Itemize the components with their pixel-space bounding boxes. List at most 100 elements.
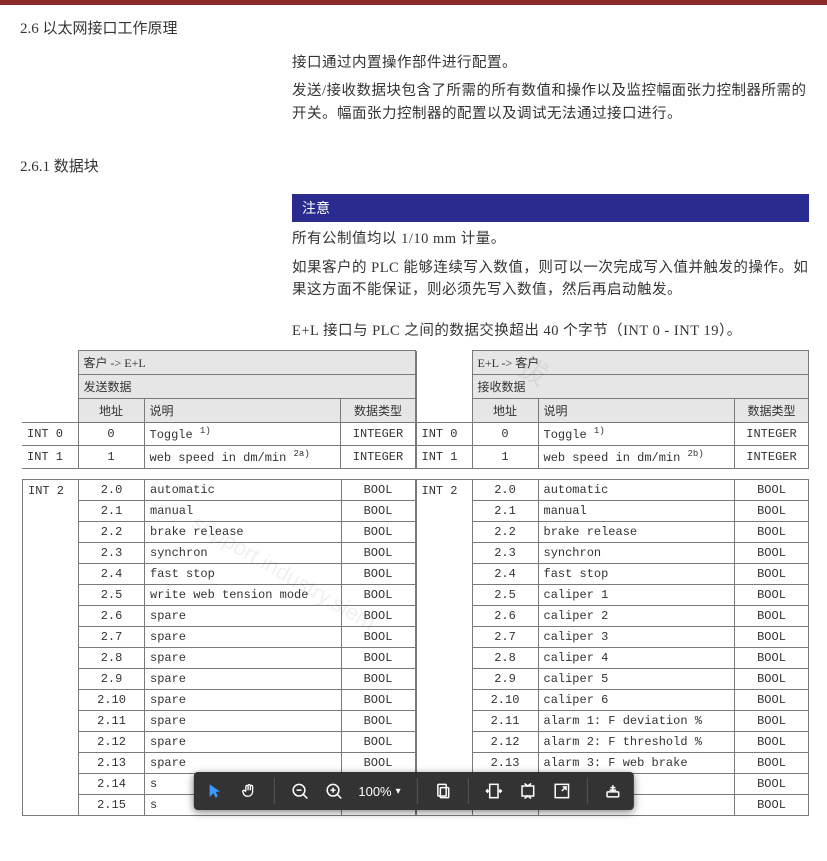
type-cell: BOOL: [341, 753, 415, 774]
col-addr: 地址: [472, 399, 538, 423]
type-cell: BOOL: [341, 690, 415, 711]
fit-width-icon[interactable]: [517, 780, 539, 802]
send-table: 客户 -> E+L 发送数据 地址 说明 数据类型 INT 00Toggle 1…: [22, 350, 416, 816]
desc-cell: automatic: [145, 480, 342, 501]
table-row: 2.1manualBOOL: [23, 501, 416, 522]
table-row: 2.4fast stopBOOL: [416, 564, 809, 585]
separator: [587, 778, 588, 804]
desc-cell: caliper 2: [538, 606, 735, 627]
int-cell: [23, 606, 79, 627]
desc-cell: manual: [145, 501, 342, 522]
hand-icon[interactable]: [237, 780, 259, 802]
paragraph: 如果客户的 PLC 能够连续写入数值，则可以一次完成写入值并触发的操作。如果这方…: [292, 257, 809, 302]
table-row: INT 00Toggle 1)INTEGER: [416, 423, 809, 446]
read-aloud-icon[interactable]: [602, 780, 624, 802]
int-cell: INT 1: [22, 446, 78, 469]
addr-cell: 0: [78, 423, 144, 446]
desc-cell: synchron: [145, 543, 342, 564]
desc-cell: fast stop: [145, 564, 342, 585]
int-cell: [23, 690, 79, 711]
table-row: 2.8spareBOOL: [23, 648, 416, 669]
type-cell: BOOL: [735, 606, 809, 627]
table-row: INT 11web speed in dm/min 2a)INTEGER: [22, 446, 415, 469]
table-row: 2.11alarm 1: F deviation %BOOL: [416, 711, 809, 732]
addr-cell: 2.12: [79, 732, 145, 753]
table-header: E+L -> 客户: [472, 351, 809, 375]
desc-cell: alarm 1: F deviation %: [538, 711, 735, 732]
table-row: 2.2brake releaseBOOL: [416, 522, 809, 543]
cursor-icon[interactable]: [203, 780, 225, 802]
separator: [468, 778, 469, 804]
type-cell: BOOL: [341, 669, 415, 690]
col-desc: 说明: [538, 399, 735, 423]
int-cell: [23, 522, 79, 543]
addr-cell: 2.9: [79, 669, 145, 690]
heading-2-6: 2.6 以太网接口工作原理: [0, 5, 827, 38]
addr-cell: 2.11: [79, 711, 145, 732]
desc-cell: write web tension mode: [145, 585, 342, 606]
desc-cell: Toggle 1): [538, 423, 735, 446]
paragraph: 所有公制值均以 1/10 mm 计量。: [292, 228, 809, 250]
addr-cell: 1: [472, 446, 538, 469]
zoom-out-icon[interactable]: [288, 780, 310, 802]
desc-cell: spare: [145, 606, 342, 627]
table-row: 2.9spareBOOL: [23, 669, 416, 690]
col-addr: 地址: [78, 399, 144, 423]
type-cell: BOOL: [735, 501, 809, 522]
paragraph: 发送/接收数据块包含了所需的所有数值和操作以及监控幅面张力控制器所需的开关。幅面…: [292, 80, 809, 125]
type-cell: INTEGER: [341, 446, 415, 469]
fullscreen-icon[interactable]: [551, 780, 573, 802]
addr-cell: 0: [472, 423, 538, 446]
desc-cell: caliper 6: [538, 690, 735, 711]
type-cell: BOOL: [735, 648, 809, 669]
addr-cell: 2.14: [79, 774, 145, 795]
addr-cell: 2.8: [79, 648, 145, 669]
type-cell: BOOL: [735, 522, 809, 543]
type-cell: INTEGER: [735, 446, 809, 469]
fit-page-icon[interactable]: [483, 780, 505, 802]
table-row: 2.7caliper 3BOOL: [416, 627, 809, 648]
addr-cell: 2.7: [472, 627, 538, 648]
table-row: 2.3synchronBOOL: [416, 543, 809, 564]
int-cell: [23, 648, 79, 669]
desc-cell: caliper 5: [538, 669, 735, 690]
recv-table: E+L -> 客户 接收数据 地址 说明 数据类型 INT 00Toggle 1…: [416, 350, 810, 816]
addr-cell: 2.10: [472, 690, 538, 711]
zoom-in-icon[interactable]: [322, 780, 344, 802]
separator: [417, 778, 418, 804]
desc-cell: spare: [145, 732, 342, 753]
table-row: 2.2brake releaseBOOL: [23, 522, 416, 543]
addr-cell: 2.12: [472, 732, 538, 753]
zoom-level[interactable]: 100%▾: [356, 782, 402, 801]
desc-cell: fast stop: [538, 564, 735, 585]
int-cell: [416, 711, 472, 732]
int-cell: [23, 585, 79, 606]
col-type: 数据类型: [735, 399, 809, 423]
table-header: 发送数据: [78, 375, 415, 399]
desc-cell: spare: [145, 690, 342, 711]
type-cell: BOOL: [735, 774, 809, 795]
desc-cell: spare: [145, 627, 342, 648]
table-row: 2.6spareBOOL: [23, 606, 416, 627]
addr-cell: 2.3: [472, 543, 538, 564]
type-cell: BOOL: [735, 543, 809, 564]
table-row: 2.6caliper 2BOOL: [416, 606, 809, 627]
int-cell: [416, 606, 472, 627]
type-cell: BOOL: [735, 669, 809, 690]
type-cell: BOOL: [341, 585, 415, 606]
table-row: 2.13spareBOOL: [23, 753, 416, 774]
desc-cell: Toggle 1): [144, 423, 341, 446]
addr-cell: 2.4: [472, 564, 538, 585]
table-row: 2.8caliper 4BOOL: [416, 648, 809, 669]
type-cell: INTEGER: [341, 423, 415, 446]
type-cell: BOOL: [735, 627, 809, 648]
desc-cell: spare: [145, 753, 342, 774]
addr-cell: 1: [78, 446, 144, 469]
table-row: 2.11spareBOOL: [23, 711, 416, 732]
int-cell: [23, 753, 79, 774]
separator: [273, 778, 274, 804]
table-row: INT 00Toggle 1)INTEGER: [22, 423, 415, 446]
desc-cell: spare: [145, 648, 342, 669]
rotate-icon[interactable]: [432, 780, 454, 802]
int-cell: INT 2: [23, 480, 79, 501]
